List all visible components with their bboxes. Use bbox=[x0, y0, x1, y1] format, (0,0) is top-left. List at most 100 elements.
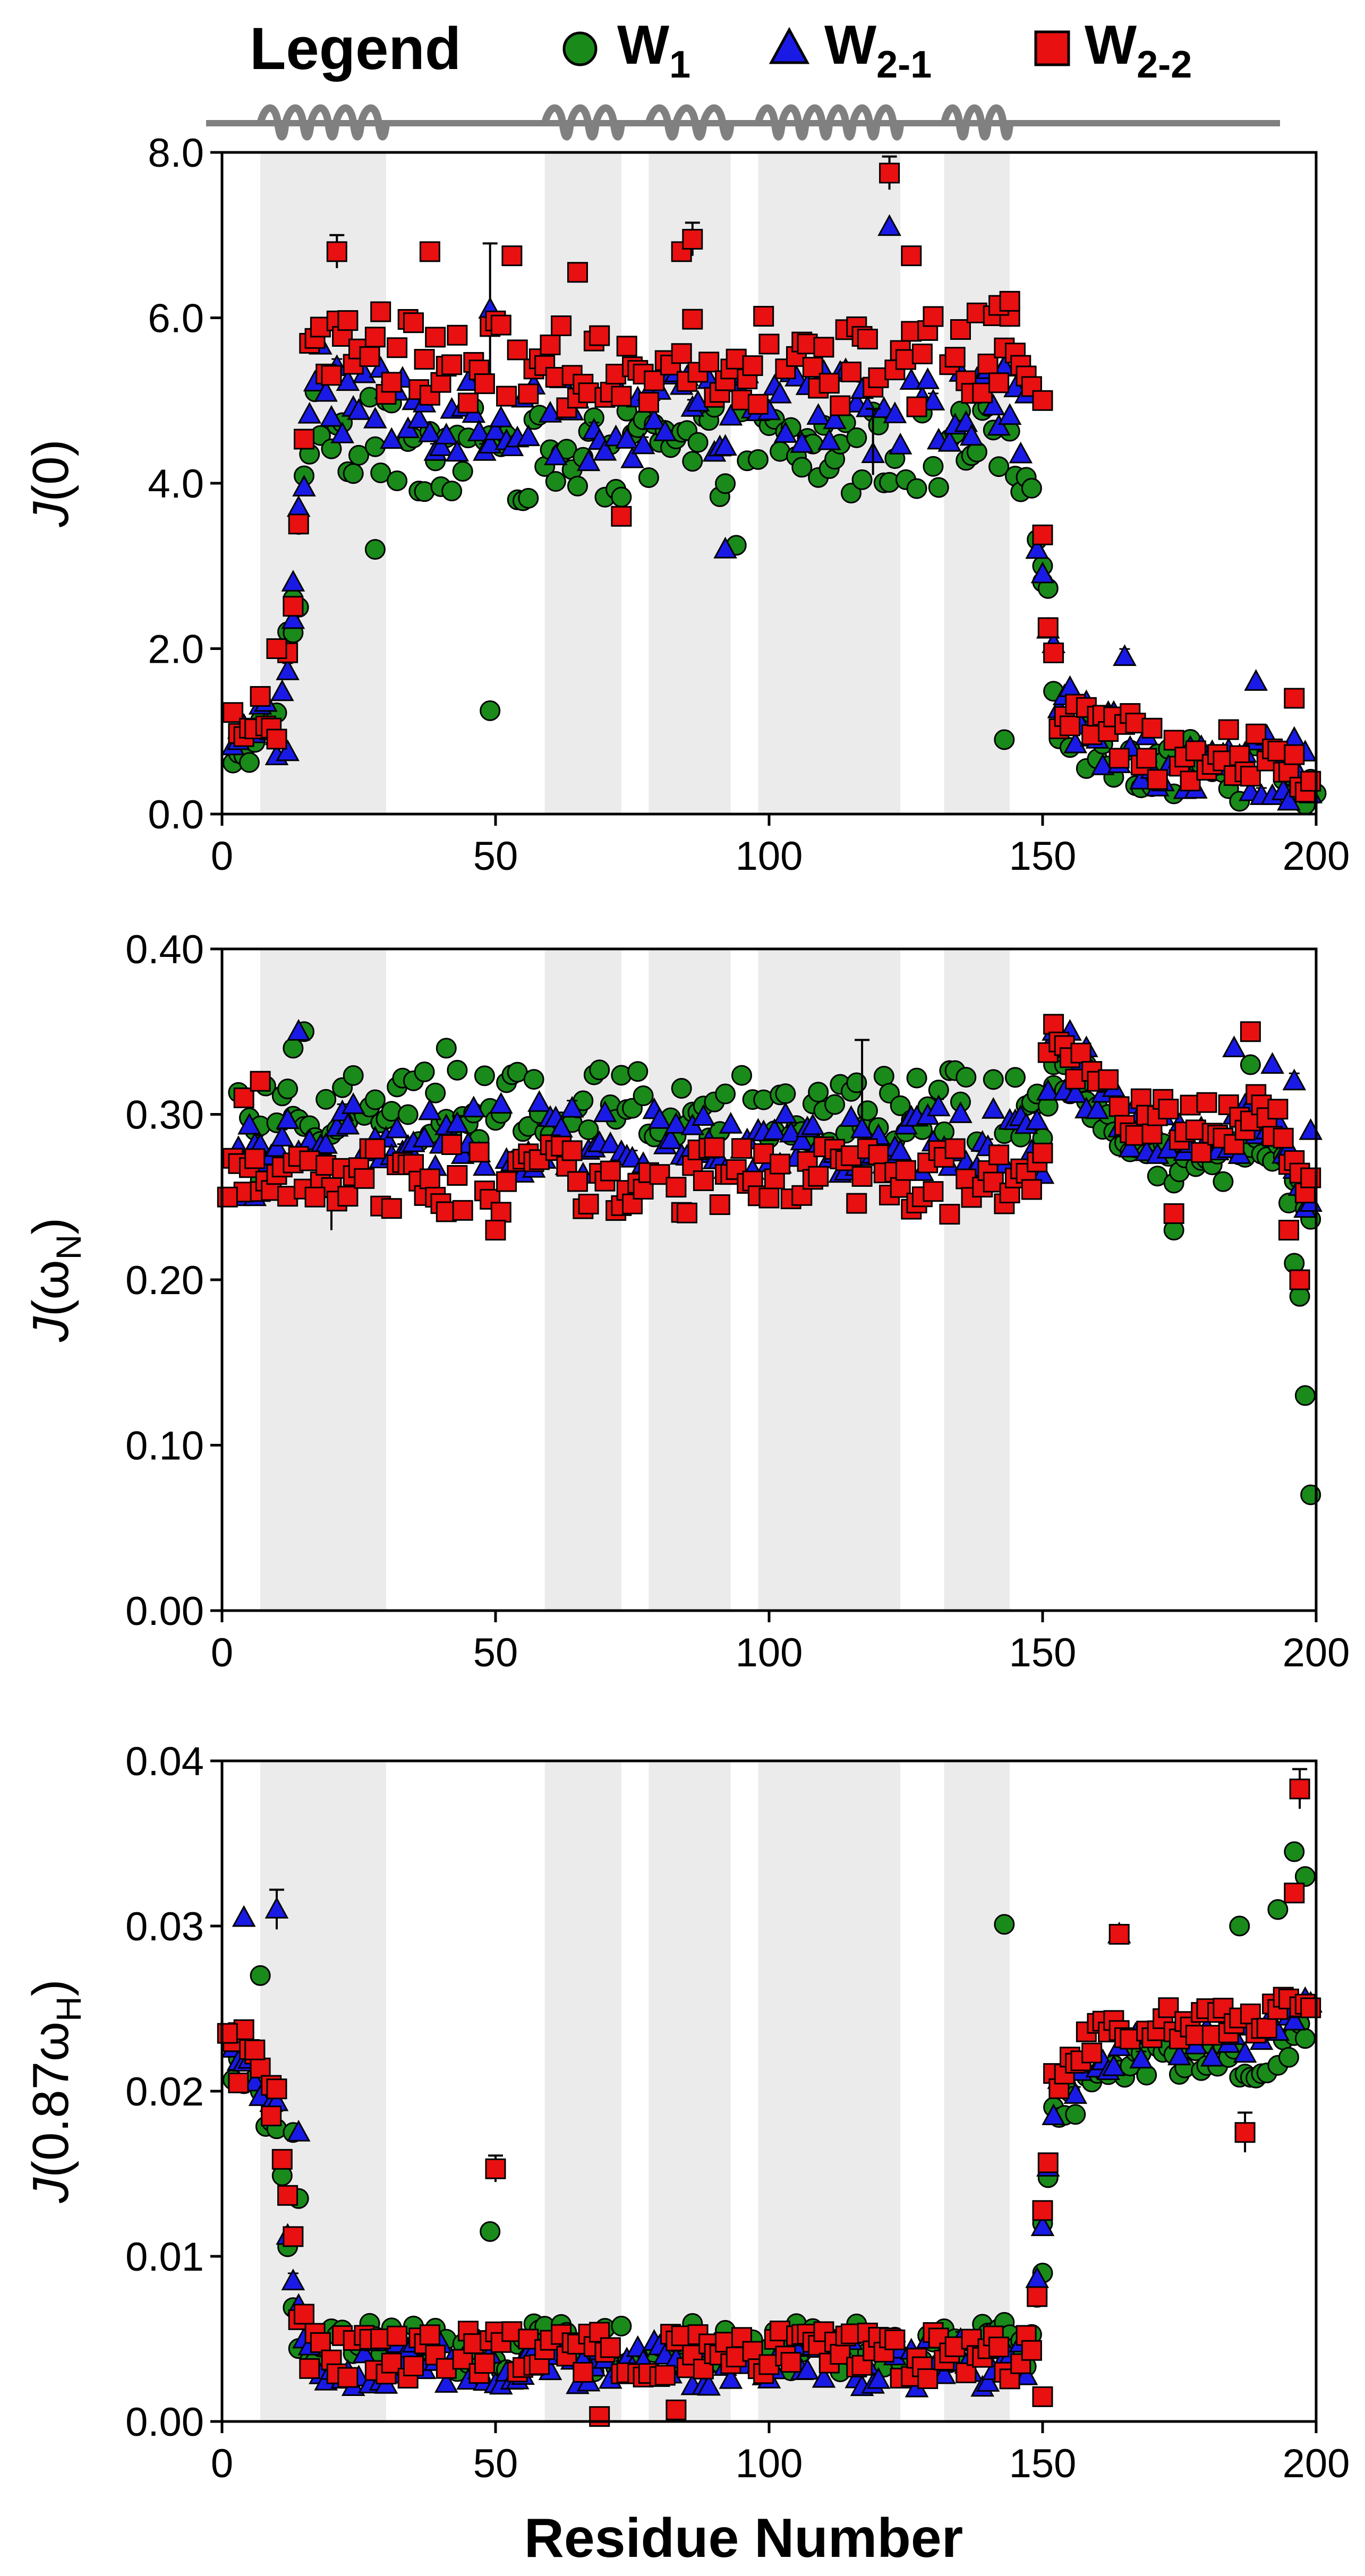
data-point-w2-1 bbox=[1113, 644, 1137, 666]
data-point-w1 bbox=[441, 481, 463, 502]
data-point-w1 bbox=[283, 1038, 304, 1059]
data-point-w2-2 bbox=[490, 314, 511, 336]
data-point-w2-2 bbox=[747, 393, 769, 415]
data-point-w2-2 bbox=[551, 315, 572, 336]
x-tick-label: 0 bbox=[211, 834, 233, 879]
data-point-w2-2 bbox=[490, 2332, 511, 2353]
data-point-w2-1 bbox=[899, 368, 924, 390]
data-point-w2-2 bbox=[923, 306, 944, 327]
data-point-w2-1 bbox=[790, 1128, 814, 1151]
data-point-w1 bbox=[578, 1119, 599, 1141]
data-point-w2-2 bbox=[1273, 1127, 1294, 1149]
data-point-w2-2 bbox=[294, 429, 314, 450]
data-point-w2-1 bbox=[1299, 1118, 1323, 1140]
data-point-w2-1 bbox=[1009, 441, 1033, 464]
data-point-w2-2 bbox=[1032, 390, 1053, 411]
data-point-w2-1 bbox=[1085, 1097, 1110, 1119]
data-point-w2-1 bbox=[1233, 2041, 1257, 2063]
data-point-w2-1 bbox=[593, 1100, 617, 1123]
data-point-w2-1 bbox=[286, 2119, 311, 2142]
helix-coil-5 bbox=[940, 104, 1014, 141]
data-point-w2-2 bbox=[250, 686, 271, 707]
data-point-w2-1 bbox=[719, 2367, 743, 2389]
data-point-w1 bbox=[277, 1079, 298, 1100]
legend-marker-w2-1 bbox=[769, 27, 810, 64]
data-point-w2-2 bbox=[261, 2106, 282, 2127]
data-point-w2-1 bbox=[489, 1092, 513, 1114]
data-point-w1 bbox=[387, 470, 408, 492]
data-point-w2-1 bbox=[1030, 2214, 1055, 2236]
data-point-w2-2 bbox=[277, 2185, 298, 2206]
data-point-w2-1 bbox=[445, 440, 470, 462]
data-point-w2-2 bbox=[1191, 1142, 1212, 1163]
data-point-w2-2 bbox=[677, 1202, 697, 1223]
data-point-w2-1 bbox=[801, 1113, 825, 1135]
data-point-w2-2 bbox=[507, 339, 528, 361]
data-point-w2-2 bbox=[611, 386, 632, 407]
data-point-w1 bbox=[518, 487, 539, 509]
data-point-w1 bbox=[239, 752, 260, 773]
data-point-w2-1 bbox=[686, 390, 710, 412]
y-tick-label: 0.00 bbox=[125, 1589, 204, 1634]
data-point-w2-2 bbox=[1256, 2017, 1277, 2039]
data-point-w2-2 bbox=[387, 2325, 408, 2347]
data-point-w2-1 bbox=[1167, 2043, 1191, 2066]
data-point-w2-2 bbox=[250, 2057, 271, 2078]
data-point-w1 bbox=[364, 539, 386, 560]
data-point-w2-2 bbox=[1098, 1069, 1119, 1090]
data-point-w2-2 bbox=[1032, 524, 1053, 545]
data-point-w2-2 bbox=[944, 347, 966, 368]
data-point-w2-1 bbox=[281, 2269, 305, 2290]
data-point-w1 bbox=[627, 1061, 649, 1082]
data-point-w2-2 bbox=[496, 1171, 517, 1192]
data-point-w2-1 bbox=[456, 369, 480, 391]
legend-entry-w2-1: W2-1 bbox=[769, 14, 932, 86]
data-point-w2-2 bbox=[573, 2361, 594, 2383]
data-point-w1 bbox=[364, 1089, 386, 1110]
data-point-w1 bbox=[480, 700, 501, 721]
data-point-w2-2 bbox=[485, 2158, 506, 2179]
data-point-w2-2 bbox=[359, 346, 380, 367]
data-point-w2-2 bbox=[731, 1138, 752, 1159]
data-point-w2-1 bbox=[489, 405, 513, 427]
data-point-w2-2 bbox=[419, 2324, 440, 2346]
data-point-w2-1 bbox=[664, 1111, 688, 1134]
data-point-w2-2 bbox=[1284, 688, 1305, 709]
y-tick-label: 0.20 bbox=[125, 1258, 204, 1303]
data-point-w2-2 bbox=[578, 1193, 599, 1214]
data-point-w2-2 bbox=[283, 596, 304, 617]
data-point-w2-1 bbox=[981, 393, 1005, 416]
data-point-w2-2 bbox=[1196, 1092, 1217, 1113]
data-point-w2-1 bbox=[1003, 375, 1027, 397]
helix-region-2 bbox=[544, 1761, 621, 2421]
data-point-w2-1 bbox=[363, 406, 387, 429]
data-point-w2-1 bbox=[232, 1905, 256, 1927]
data-point-w2-1 bbox=[888, 1139, 912, 1161]
data-point-w2-2 bbox=[1141, 1123, 1163, 1144]
data-point-w1 bbox=[1278, 2047, 1299, 2068]
data-point-w2-2 bbox=[288, 514, 309, 535]
data-point-w2-1 bbox=[937, 430, 962, 452]
data-point-w2-2 bbox=[950, 319, 971, 340]
data-point-w1 bbox=[397, 1104, 419, 1125]
data-point-w2-1 bbox=[773, 1101, 798, 1124]
data-point-w2-2 bbox=[337, 310, 359, 331]
data-point-w2-1 bbox=[1030, 561, 1055, 584]
data-point-w1 bbox=[348, 444, 369, 466]
y-tick-label: 0.0 bbox=[148, 792, 204, 837]
data-point-w2-2 bbox=[742, 355, 763, 376]
y-axis-label: J(0) bbox=[22, 439, 79, 527]
data-point-w2-2 bbox=[671, 343, 692, 364]
data-point-w2-2 bbox=[1021, 2340, 1042, 2361]
data-point-w1 bbox=[1229, 1915, 1250, 1937]
data-point-w1 bbox=[1005, 1067, 1026, 1088]
data-point-w2-1 bbox=[1036, 1079, 1060, 1101]
data-point-w2-2 bbox=[1108, 1096, 1130, 1117]
data-point-w2-1 bbox=[790, 431, 814, 453]
data-point-w2-2 bbox=[441, 354, 463, 375]
data-point-w2-1 bbox=[713, 536, 737, 559]
data-point-w2-2 bbox=[458, 392, 479, 414]
data-point-w2-1 bbox=[1025, 1108, 1050, 1130]
data-point-w2-1 bbox=[352, 2341, 377, 2364]
data-point-w2-2 bbox=[1267, 1099, 1289, 1120]
